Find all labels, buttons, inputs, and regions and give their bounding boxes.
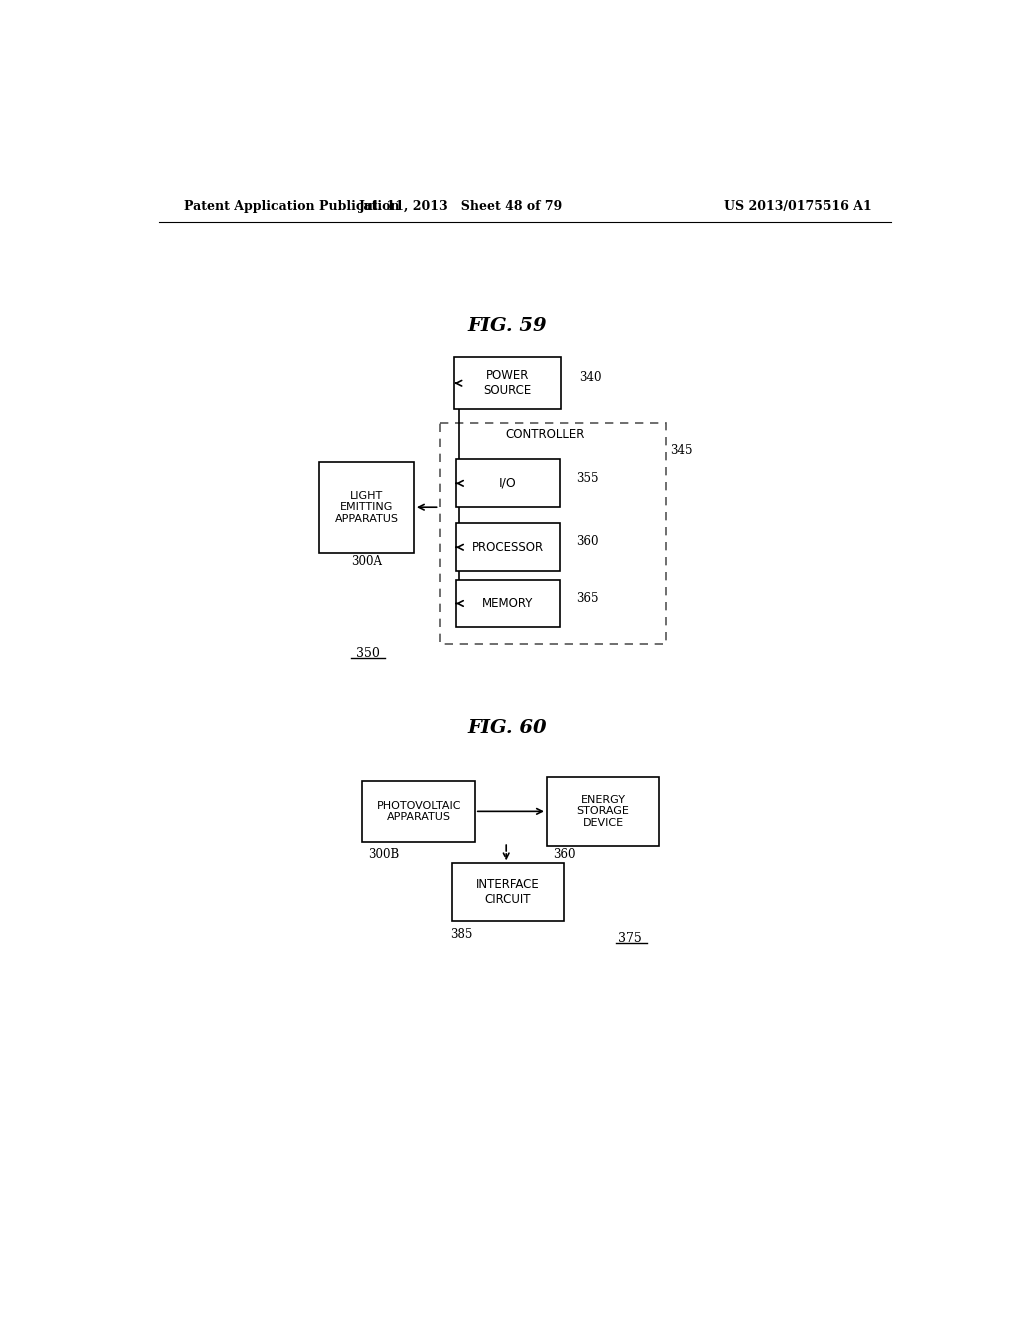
Bar <box>362 780 475 842</box>
Text: PROCESSOR: PROCESSOR <box>472 541 544 554</box>
Bar <box>456 459 560 507</box>
Text: FIG. 60: FIG. 60 <box>468 719 548 737</box>
Text: INTERFACE
CIRCUIT: INTERFACE CIRCUIT <box>476 878 540 907</box>
Bar <box>452 863 564 921</box>
Text: 345: 345 <box>671 445 693 458</box>
Text: 355: 355 <box>575 473 598 486</box>
Text: US 2013/0175516 A1: US 2013/0175516 A1 <box>724 199 872 213</box>
Text: ENERGY
STORAGE
DEVICE: ENERGY STORAGE DEVICE <box>577 795 630 828</box>
Text: 340: 340 <box>579 371 601 384</box>
Text: 300A: 300A <box>351 554 382 568</box>
Text: 360: 360 <box>553 849 575 862</box>
Text: 360: 360 <box>575 536 598 548</box>
Text: MEMORY: MEMORY <box>482 597 534 610</box>
Text: 365: 365 <box>575 593 598 606</box>
Text: I/O: I/O <box>499 477 517 490</box>
Text: LIGHT
EMITTING
APPARATUS: LIGHT EMITTING APPARATUS <box>335 491 398 524</box>
Text: PHOTOVOLTAIC
APPARATUS: PHOTOVOLTAIC APPARATUS <box>377 800 461 822</box>
Text: POWER
SOURCE: POWER SOURCE <box>483 370 531 397</box>
Bar <box>439 422 666 644</box>
Bar <box>547 776 659 846</box>
Text: Patent Application Publication: Patent Application Publication <box>183 199 399 213</box>
Text: 375: 375 <box>618 932 642 945</box>
Bar <box>319 462 414 553</box>
Text: 350: 350 <box>356 647 380 660</box>
Text: 385: 385 <box>451 928 472 941</box>
Bar <box>456 579 560 627</box>
Text: Jul. 11, 2013   Sheet 48 of 79: Jul. 11, 2013 Sheet 48 of 79 <box>359 199 563 213</box>
Text: FIG. 59: FIG. 59 <box>468 317 548 335</box>
Bar <box>455 358 561 409</box>
Text: CONTROLLER: CONTROLLER <box>505 428 585 441</box>
Bar <box>456 524 560 572</box>
Text: 300B: 300B <box>369 849 399 862</box>
